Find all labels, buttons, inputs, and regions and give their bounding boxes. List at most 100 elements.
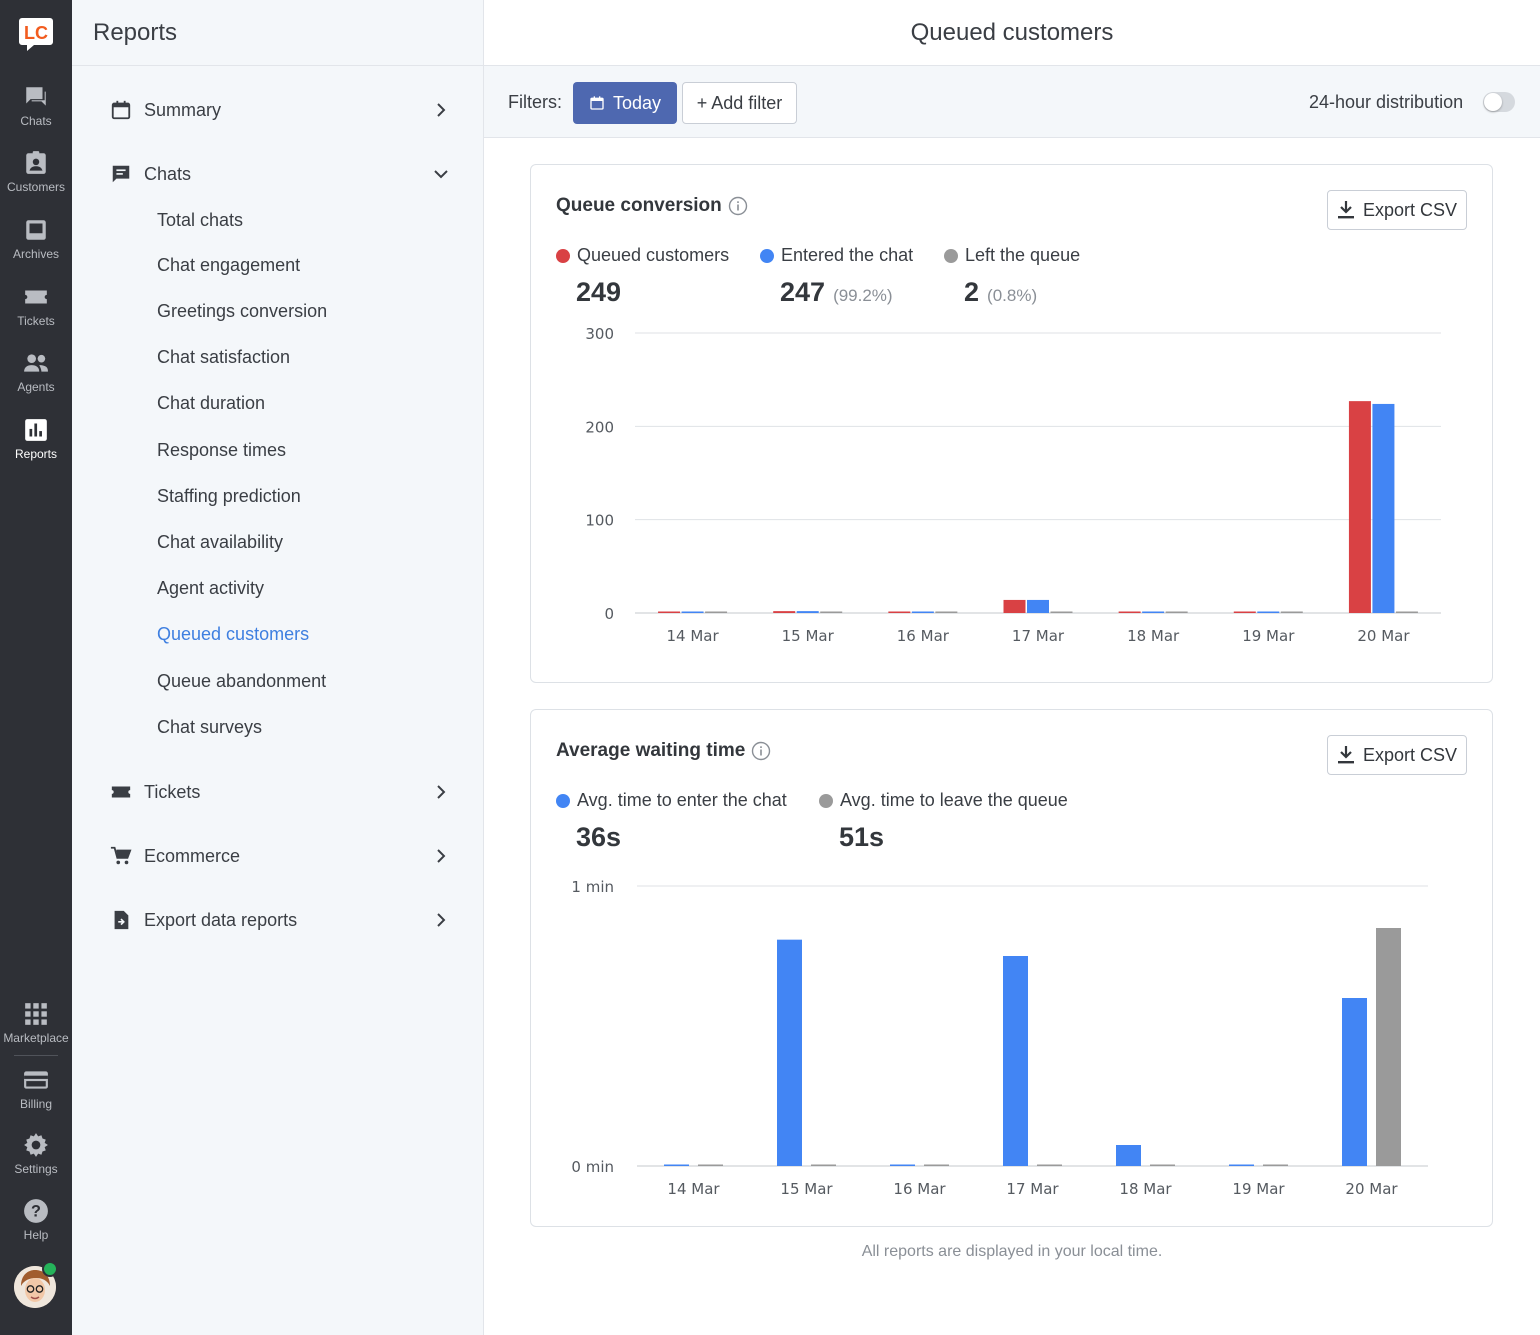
agents-icon [24, 354, 48, 372]
x-tick-label: 18 Mar [1127, 627, 1180, 645]
nav-item-chat-satisfaction[interactable]: Chat satisfaction [157, 347, 291, 367]
stat-value: 249 [576, 277, 622, 307]
bar [1257, 611, 1280, 613]
nav-item-greetings-conversion[interactable]: Greetings conversion [157, 301, 328, 321]
bar [1342, 998, 1367, 1166]
export-label: Export CSV [1362, 199, 1458, 220]
export-csv-button[interactable]: Export CSV [1327, 735, 1467, 775]
queue-conversion-chart: 0 100 200 300 14 Mar 15 Mar 16 Mar 17 Mar 18 Mar… [585, 325, 1441, 645]
nav-item-queue-abandonment[interactable]: Queue abandonment [157, 671, 327, 691]
bar [890, 1164, 915, 1166]
legend-label: Avg. time to enter the chat [577, 790, 787, 810]
today-label: Today [612, 92, 662, 113]
rail-settings[interactable]: Settings [0, 1132, 72, 1176]
y-tick-label: 0 min [571, 1158, 614, 1176]
info-icon[interactable] [751, 741, 771, 761]
nav-item-queued-customers[interactable]: Queued customers [157, 624, 310, 644]
legend-label: Avg. time to leave the queue [840, 790, 1068, 810]
legend-dot-red [556, 248, 570, 263]
nav-summary-label: Summary [144, 99, 222, 120]
legend-dot-gray [944, 248, 958, 263]
nav-tickets-label: Tickets [144, 781, 201, 802]
livechat-logo[interactable]: LC [18, 16, 54, 52]
rail-label: Marketplace [3, 1031, 69, 1045]
nav-item-chat-engagement[interactable]: Chat engagement [157, 255, 301, 275]
cart-icon [110, 846, 132, 865]
nav-summary[interactable]: Summary [110, 90, 450, 130]
stat-queued-customers: 249 [576, 277, 621, 308]
bar [911, 611, 934, 613]
nav-item-chat-duration[interactable]: Chat duration [157, 393, 266, 413]
help-icon: ? [24, 1199, 48, 1223]
nav-tickets[interactable]: Tickets [110, 772, 450, 812]
bar [1263, 1164, 1288, 1166]
legend-dot-blue [556, 793, 570, 808]
rail-label: Agents [17, 380, 55, 394]
distribution-toggle[interactable] [1483, 92, 1515, 112]
rail-customers[interactable]: Customers [0, 150, 72, 194]
nav-item-agent-activity[interactable]: Agent activity [157, 578, 265, 598]
nav-export-label: Export data reports [144, 909, 298, 930]
rail-chats[interactable]: Chats [0, 84, 72, 128]
bar [1395, 611, 1418, 613]
bar [1037, 1164, 1062, 1166]
rail-reports[interactable]: Reports [0, 417, 72, 461]
export-csv-button[interactable]: Export CSV [1327, 190, 1467, 230]
nav-item-chat-surveys[interactable]: Chat surveys [157, 717, 263, 737]
x-tick-label: 20 Mar [1357, 627, 1410, 645]
add-filter-button[interactable]: + Add filter [682, 82, 797, 124]
rail-archives[interactable]: Archives [0, 217, 72, 261]
nav-export-data[interactable]: Export data reports [110, 900, 450, 940]
svg-text:?: ? [31, 1202, 41, 1220]
stat-value: 247 [780, 277, 826, 307]
stat-value: 36s [576, 822, 622, 852]
bar [1348, 401, 1371, 613]
nav-chats[interactable]: Chats [110, 154, 450, 194]
rail-help[interactable]: ? Help [0, 1198, 72, 1242]
bar [888, 611, 911, 613]
nav-ecommerce[interactable]: Ecommerce [110, 836, 450, 876]
page-title: Queued customers [484, 0, 1540, 66]
nav-item-chat-availability[interactable]: Chat availability [157, 532, 284, 552]
x-tick-label: 14 Mar [666, 627, 719, 645]
bar [1142, 611, 1165, 613]
nav-item-response-times[interactable]: Response times [157, 440, 287, 460]
stat-percent: (99.2%) [833, 286, 893, 305]
rail-agents[interactable]: Agents [0, 350, 72, 394]
stat-value: 2 [964, 277, 980, 307]
queue-conversion-card: Queue conversion Export CSV Queued custo… [530, 164, 1493, 683]
bar [1372, 403, 1395, 613]
rail-label: Chats [20, 114, 52, 128]
filters-label: Filters: [508, 92, 562, 112]
bar [777, 939, 802, 1166]
bar [1027, 599, 1049, 613]
calendar-icon [590, 96, 604, 110]
bar [811, 1164, 836, 1166]
stat-percent: (0.8%) [987, 286, 1038, 305]
rail-label: Help [23, 1228, 49, 1242]
bar [698, 1164, 723, 1166]
download-icon [1337, 201, 1354, 219]
bar [1280, 611, 1303, 613]
export-label: Export CSV [1362, 744, 1458, 765]
rail-label: Settings [14, 1162, 58, 1176]
nav-item-total-chats[interactable]: Total chats [157, 210, 244, 230]
rail-marketplace[interactable]: Marketplace [0, 1001, 72, 1045]
bar [705, 611, 728, 613]
chat-icon [112, 165, 130, 183]
bar [1116, 1145, 1141, 1166]
rail-tickets[interactable]: Tickets [0, 284, 72, 328]
y-tick-label: 200 [585, 418, 614, 436]
ticket-icon [111, 786, 131, 798]
bar [664, 1164, 689, 1166]
bar [1150, 1164, 1175, 1166]
rail-billing[interactable]: Billing [0, 1067, 72, 1111]
chevron-right-icon [437, 785, 446, 799]
bar [1050, 611, 1073, 613]
info-icon[interactable] [728, 196, 748, 216]
file-export-icon [114, 910, 129, 930]
nav-item-staffing-prediction[interactable]: Staffing prediction [157, 486, 301, 506]
bar [658, 611, 681, 613]
date-filter-today-button[interactable]: Today [573, 82, 677, 124]
bar [820, 611, 843, 613]
